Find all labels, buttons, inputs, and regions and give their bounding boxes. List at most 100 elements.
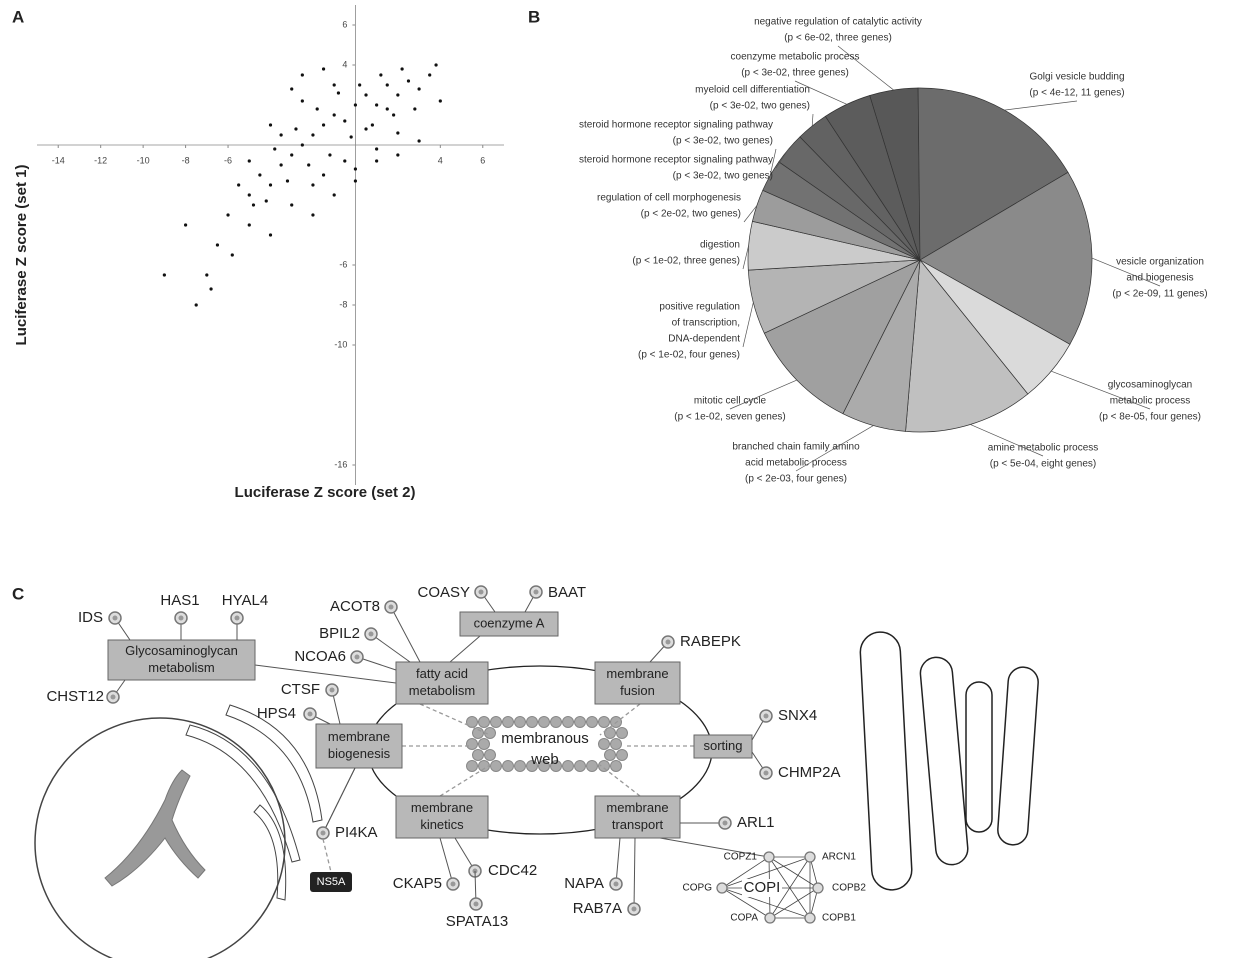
slice-label: (p < 3e-02, two genes) [673, 136, 773, 147]
scatter-point [300, 143, 304, 147]
gene-icon-core [329, 687, 335, 693]
scatter-point [392, 113, 396, 117]
scatter-point [343, 159, 347, 163]
scatter-point [400, 67, 404, 71]
gene-icon-core [388, 604, 394, 610]
gene-icon-core [763, 770, 769, 776]
gene-icon-core [307, 711, 313, 717]
slice-label: positive regulation [659, 302, 740, 313]
er-membrane [185, 724, 301, 863]
scatter-point [290, 87, 294, 91]
panel-label: A [12, 7, 24, 26]
scatter-point [300, 99, 304, 103]
web-vesicle [574, 716, 586, 728]
slice-label: metabolic process [1110, 396, 1191, 407]
complex-member: COPB2 [832, 883, 866, 894]
scatter-point [332, 113, 336, 117]
web-vesicle [586, 716, 598, 728]
web-vesicle [616, 749, 628, 761]
web-vesicle [550, 716, 562, 728]
scatter-point [321, 173, 326, 177]
gene-label: SPATA13 [446, 913, 509, 930]
slice-label: negative regulation of catalytic activit… [754, 17, 922, 28]
scatter-point [247, 223, 251, 227]
gene-icon-core [478, 589, 484, 595]
scatter-point [285, 179, 290, 183]
scatter-point [311, 133, 315, 137]
gene-label: COASY [417, 584, 470, 601]
membranous-web [466, 716, 628, 772]
complex-link [721, 856, 770, 889]
arrow [419, 703, 491, 736]
diagram: membranous web Glycosaminoglycan metabolism… [34, 584, 1039, 958]
slice-label: (p < 2e-09, 11 genes) [1112, 289, 1207, 300]
leader-line [729, 379, 797, 410]
gene-label: HYAL4 [222, 592, 268, 609]
scatter-point [194, 303, 198, 307]
web-vesicle [466, 760, 478, 772]
web-vesicle [478, 738, 490, 750]
slice-label: (p < 3e-02, two genes) [673, 171, 773, 182]
web-vesicle [598, 738, 610, 750]
gene-label: ARL1 [737, 814, 775, 831]
gene-icon-core [178, 615, 184, 621]
leader-line [743, 205, 758, 223]
module-label: membrane [328, 729, 390, 744]
complex-name: COPI [744, 879, 781, 896]
gene-icon-core [368, 631, 374, 637]
scatter-point [434, 63, 438, 67]
leader-line [1091, 257, 1161, 287]
x-tick-label: -6 [224, 155, 232, 165]
web-vesicle [502, 760, 514, 772]
y-tick-label: 6 [342, 19, 347, 29]
link [254, 664, 397, 684]
scatter-point [375, 147, 379, 151]
pie-slice [917, 87, 1069, 261]
member-icon [763, 851, 775, 863]
leader-line [1051, 370, 1151, 410]
scatter-point [336, 91, 341, 95]
er-membrane [253, 804, 287, 901]
complex-link [721, 887, 771, 919]
complex-member: COPG [683, 883, 713, 894]
link [322, 767, 356, 834]
viral-protein-label: NS5A [317, 876, 346, 888]
scatter-point [364, 127, 368, 131]
scatter-point [294, 127, 298, 131]
gene-icon-core [473, 901, 479, 907]
scatter-point [311, 183, 315, 187]
gene-label: HPS4 [257, 705, 296, 722]
gene-label: RAB7A [573, 900, 622, 917]
web-label: membranous [501, 730, 589, 747]
slice-label: (p < 3e-02, three genes) [741, 68, 849, 79]
web-vesicle [466, 738, 478, 750]
gene-label: CHST12 [46, 688, 104, 705]
x-tick-label: 6 [480, 155, 485, 165]
gene-label: ACOT8 [330, 598, 380, 615]
web-vesicle [526, 716, 538, 728]
x-tick-label: -10 [137, 155, 150, 165]
x-tick-label: -14 [52, 155, 65, 165]
module-label: transport [612, 817, 664, 832]
gene-label: CHMP2A [778, 764, 841, 781]
slice-label: mitotic cell cycle [694, 396, 767, 407]
pie-slice [763, 259, 921, 415]
scatter-point [279, 163, 283, 167]
web-vesicle [472, 749, 484, 761]
scatter-point [162, 273, 166, 277]
scatter-point [290, 203, 294, 207]
leader-line [837, 45, 894, 91]
module-label: Glycosaminoglycan [125, 643, 238, 658]
scatter-point [438, 99, 442, 103]
slice-label: (p < 6e-02, three genes) [784, 33, 892, 44]
slice-label: (p < 5e-04, eight genes) [990, 459, 1096, 470]
member-icon [804, 851, 816, 863]
scatter-point [247, 159, 251, 163]
complex-link [721, 887, 811, 919]
module-box [315, 723, 403, 769]
scatter-point [264, 199, 268, 203]
complex-name-bg [742, 879, 782, 897]
scatter-point [290, 153, 294, 157]
module-label: membrane [606, 800, 668, 815]
module-label: fatty acid [416, 666, 468, 681]
